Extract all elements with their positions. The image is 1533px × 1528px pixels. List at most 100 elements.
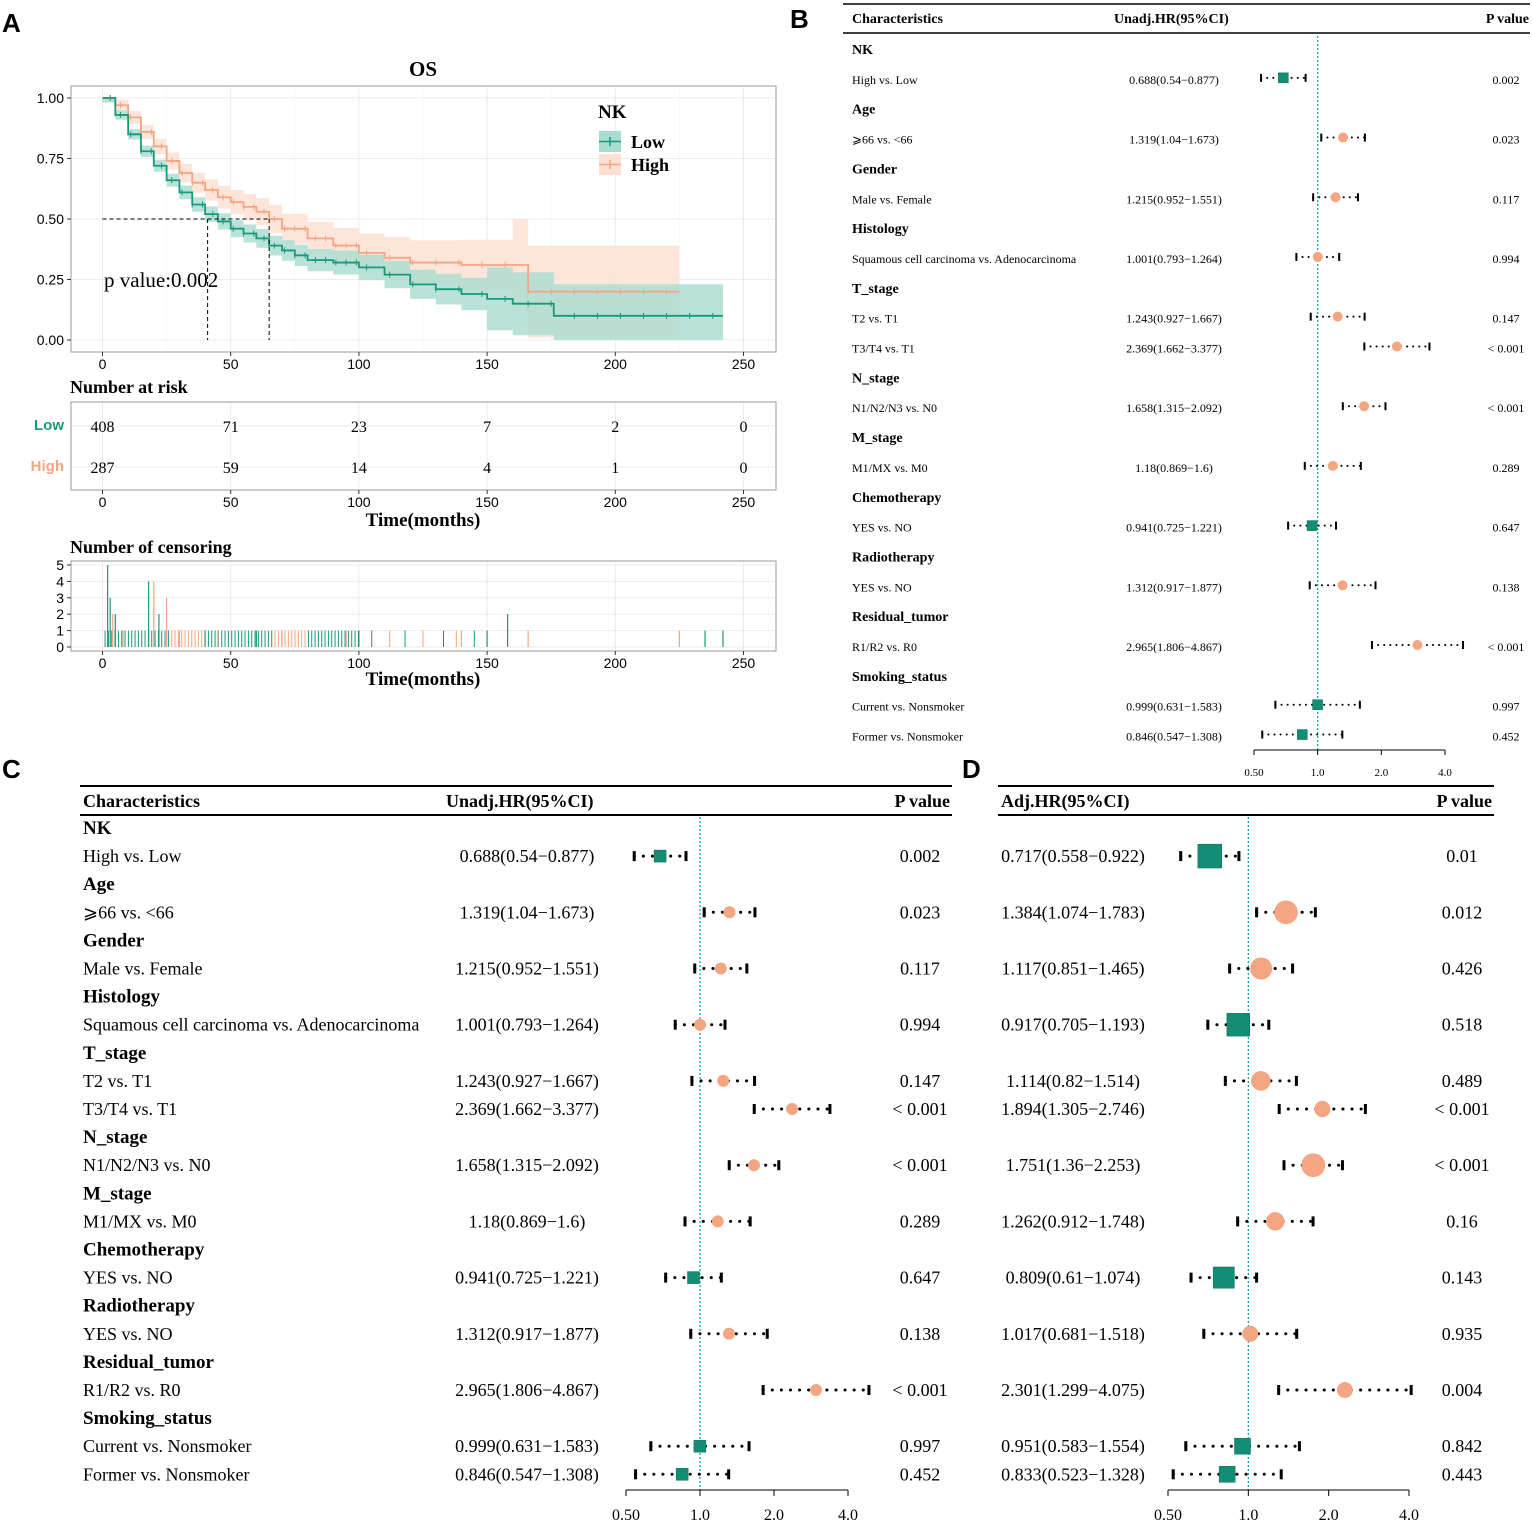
b-rows-row-label: Current vs. Nonsmoker bbox=[852, 700, 964, 714]
c-rows-axis-label: 1.0 bbox=[690, 1507, 710, 1524]
c-rows-var-label: Smoking_status bbox=[83, 1408, 212, 1429]
km-ytick-label: 0.75 bbox=[37, 151, 64, 167]
censor-xlabel: Time(months) bbox=[366, 669, 481, 690]
d-rows-hr-circle bbox=[1251, 1071, 1271, 1091]
c-rows-hr-square bbox=[675, 1468, 689, 1481]
d-rows-hr-circle bbox=[1314, 1100, 1331, 1118]
risk-xtick-label: 0 bbox=[99, 494, 107, 510]
risk-xtick-label: 100 bbox=[347, 494, 371, 510]
b-rows-var-label: Age bbox=[852, 103, 875, 118]
legend-title: NK bbox=[598, 102, 627, 123]
b-rows-p-value: 0.002 bbox=[1493, 73, 1520, 87]
d-rows-p-value: 0.935 bbox=[1442, 1324, 1483, 1344]
b-rows-row-label: Former vs. Nonsmoker bbox=[852, 730, 963, 744]
legend-low-label: Low bbox=[631, 132, 665, 152]
risk-xlabel: Time(months) bbox=[366, 510, 481, 531]
risk-high-value: 14 bbox=[351, 460, 367, 477]
c-rows-var-label: Residual_tumor bbox=[83, 1352, 214, 1373]
censor-xtick-label: 50 bbox=[223, 655, 239, 671]
censor-xtick-label: 0 bbox=[99, 655, 107, 671]
b-rows-hr-square bbox=[1306, 520, 1318, 531]
c-rows-hr-circle bbox=[711, 1215, 724, 1228]
c-rows-p-value: < 0.001 bbox=[892, 1155, 947, 1175]
risk-title: Number at risk bbox=[70, 377, 188, 397]
b-rows: NK High vs. Low 0.688(0.54−0.877) 0.002 Age ⩾… bbox=[852, 36, 1524, 779]
km-x-axis: 0 50 100 150 200 250 bbox=[99, 352, 755, 372]
d-rows-hr-text: 0.951(0.583−1.554) bbox=[1001, 1436, 1145, 1457]
risk-low-value: 71 bbox=[223, 419, 239, 436]
km-ytick-label: 1.00 bbox=[37, 90, 64, 106]
b-rows-p-value: 0.023 bbox=[1493, 133, 1520, 147]
c-rows-hr-circle bbox=[694, 1018, 707, 1031]
b-rows-axis-label: 4.0 bbox=[1438, 767, 1452, 779]
c-rows-hr-circle bbox=[717, 1074, 730, 1087]
d-rows-hr-square bbox=[1212, 1266, 1235, 1289]
b-rows-hr-text: 2.369(1.662−3.377) bbox=[1126, 342, 1222, 356]
b-rows-hr-square bbox=[1312, 699, 1323, 710]
b-rows-row-label: M1/MX vs. M0 bbox=[852, 461, 928, 475]
b-rows-hr-circle bbox=[1391, 341, 1402, 352]
b-rows-hr-circle bbox=[1337, 580, 1348, 591]
risk-high-value: 4 bbox=[483, 460, 491, 477]
censor-ytick-label: 5 bbox=[56, 557, 64, 573]
km-title: OS bbox=[409, 57, 437, 81]
d-rows-axis-label: 2.0 bbox=[1319, 1507, 1339, 1524]
risk-xtick-label: 200 bbox=[604, 494, 628, 510]
b-rows-hr-text: 1.319(1.04−1.673) bbox=[1129, 133, 1219, 147]
risk-x-axis: 0 50 100 150 200 250 bbox=[99, 490, 755, 510]
d-rows-hr-text: 2.301(1.299−4.075) bbox=[1001, 1380, 1145, 1401]
c-rows-hr-square bbox=[653, 849, 667, 863]
d-header-p: P value bbox=[1436, 791, 1492, 811]
b-rows-p-value: 0.138 bbox=[1493, 580, 1520, 594]
d-rows-hr-text: 0.717(0.558−0.922) bbox=[1001, 846, 1145, 867]
c-rows-p-value: 0.138 bbox=[900, 1324, 941, 1344]
c-rows-row-label: R1/R2 vs. R0 bbox=[83, 1380, 181, 1400]
c-header-hr: Unadj.HR(95%CI) bbox=[446, 791, 594, 812]
c-rows-row-label: Squamous cell carcinoma vs. Adenocarcino… bbox=[83, 1015, 419, 1035]
c-rows-axis-label: 0.50 bbox=[612, 1507, 640, 1524]
c-header-p: P value bbox=[894, 791, 950, 811]
c-rows-row-label: N1/N2/N3 vs. N0 bbox=[83, 1155, 211, 1175]
c-rows-hr-circle bbox=[722, 1327, 735, 1340]
censor-x-axis: 0 50 100 150 200 250 bbox=[99, 651, 755, 671]
b-rows-var-label: Histology bbox=[852, 222, 909, 237]
c-rows-row-label: YES vs. NO bbox=[83, 1268, 173, 1288]
b-rows-hr-circle bbox=[1359, 401, 1370, 412]
c-rows-var-label: T_stage bbox=[83, 1043, 146, 1064]
d-rows-hr-text: 1.262(0.912−1.748) bbox=[1001, 1211, 1145, 1232]
c-rows-var-label: Histology bbox=[83, 987, 161, 1008]
c-rows-hr-text: 1.18(0.869−1.6) bbox=[469, 1211, 586, 1232]
c-header-char: Characteristics bbox=[83, 791, 200, 811]
censor-ytick-label: 3 bbox=[56, 590, 64, 606]
b-rows-var-label: Residual_tumor bbox=[852, 610, 948, 625]
risk-xtick-label: 50 bbox=[223, 494, 239, 510]
d-rows-p-value: 0.443 bbox=[1442, 1464, 1483, 1484]
d-rows-p-value: 0.012 bbox=[1442, 902, 1483, 922]
c-rows-hr-square bbox=[693, 1439, 707, 1453]
b-rows-var-label: Gender bbox=[852, 162, 897, 177]
b-rows-hr-text: 1.001(0.793−1.264) bbox=[1126, 252, 1222, 266]
b-rows-hr-text: 1.243(0.927−1.667) bbox=[1126, 312, 1222, 326]
b-rows-var-label: Chemotherapy bbox=[852, 491, 941, 506]
c-rows-p-value: 0.023 bbox=[900, 902, 941, 922]
b-rows-p-value: 0.147 bbox=[1493, 312, 1520, 326]
c-rows-p-value: 0.289 bbox=[900, 1211, 941, 1231]
b-rows-hr-text: 0.999(0.631−1.583) bbox=[1126, 700, 1222, 714]
b-rows-axis-label: 2.0 bbox=[1374, 767, 1388, 779]
b-rows-p-value: 0.289 bbox=[1493, 461, 1520, 475]
c-rows-p-value: < 0.001 bbox=[892, 1380, 947, 1400]
b-rows-hr-text: 1.658(1.315−2.092) bbox=[1126, 401, 1222, 415]
b-rows-hr-text: 1.215(0.952−1.551) bbox=[1126, 192, 1222, 206]
d-rows-hr-circle bbox=[1274, 900, 1298, 925]
b-rows-hr-circle bbox=[1312, 251, 1323, 262]
risk-frame bbox=[70, 401, 777, 491]
d-rows-hr-square bbox=[1234, 1437, 1251, 1455]
km-xtick-label: 200 bbox=[604, 356, 628, 372]
c-rows-row-label: High vs. Low bbox=[83, 846, 182, 866]
b-rows-row-label: T2 vs. T1 bbox=[852, 312, 898, 326]
d-rows-p-value: 0.01 bbox=[1446, 846, 1478, 866]
d-rows-hr-text: 1.384(1.074−1.783) bbox=[1001, 902, 1145, 923]
km-y-axis: 0.00 0.25 0.50 0.75 1.00 bbox=[37, 90, 71, 348]
d-rows-hr-square bbox=[1197, 843, 1222, 869]
risk-low-value: 408 bbox=[91, 419, 115, 436]
